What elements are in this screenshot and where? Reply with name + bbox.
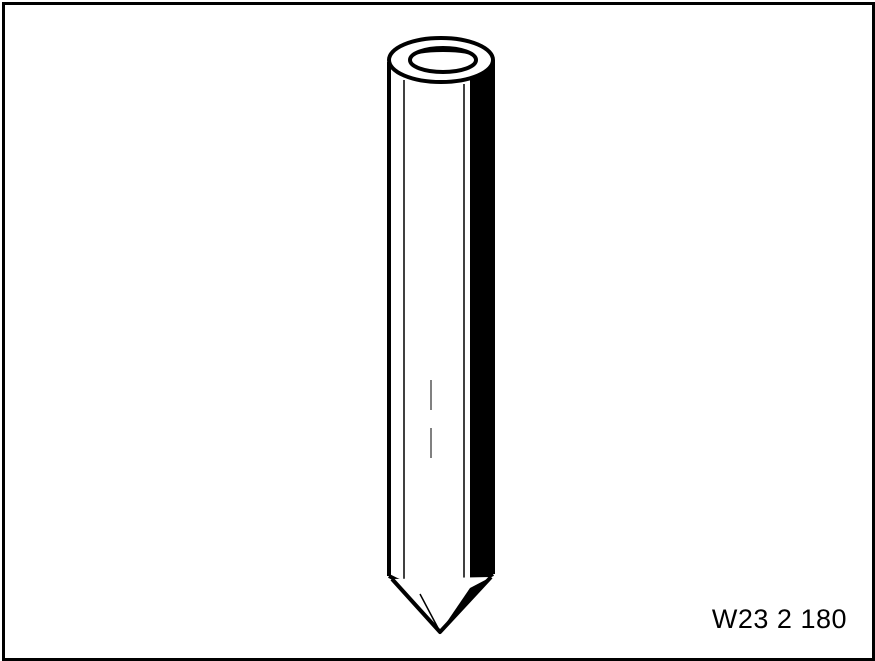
cone-tip-shadow (440, 577, 491, 632)
cone-shade-line (419, 593, 439, 629)
figure-code-label: W23 2 180 (711, 604, 847, 634)
tube-bore-shadow (410, 47, 476, 58)
cylinder-shadow (470, 60, 493, 587)
